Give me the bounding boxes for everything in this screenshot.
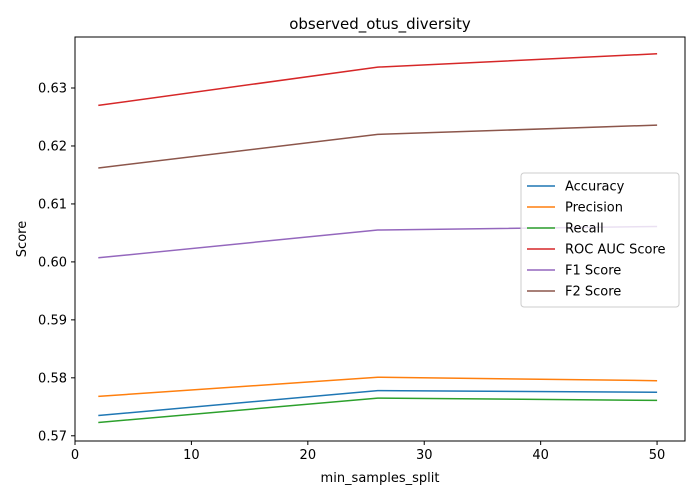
- y-tick-label: 0.58: [38, 371, 67, 386]
- legend-label: Precision: [565, 201, 623, 216]
- series-line-precision: [98, 376, 658, 398]
- legend-box: [520, 172, 680, 308]
- series-line-roc-auc-score: [98, 53, 658, 107]
- y-tick-label: 0.63: [38, 82, 67, 97]
- chart-title: observed_otus_diversity: [289, 15, 471, 34]
- plot-area-frame: [74, 36, 686, 442]
- series-line-recall: [98, 397, 658, 424]
- y-axis-ticks: 0.57 0.58 0.59 0.60 0.61 0.62 0.63: [38, 82, 75, 444]
- series-line-f2-score: [98, 124, 658, 169]
- x-axis-ticks: 0 10 20 30 40 50: [71, 441, 665, 463]
- x-tick-label: 0: [71, 448, 79, 463]
- legend-label: ROC AUC Score: [565, 243, 666, 258]
- x-tick-label: 40: [532, 448, 549, 463]
- y-tick-label: 0.57: [38, 429, 67, 444]
- series-layer: [98, 53, 658, 424]
- series-line-accuracy: [98, 389, 658, 417]
- y-axis-label: Score: [15, 221, 30, 257]
- x-tick-label: 30: [416, 448, 433, 463]
- legend-label: F1 Score: [565, 264, 621, 279]
- y-tick-label: 0.59: [38, 313, 67, 328]
- x-tick-label: 50: [649, 448, 666, 463]
- x-tick-label: 10: [183, 448, 200, 463]
- x-tick-label: 20: [300, 448, 317, 463]
- y-tick-label: 0.60: [38, 255, 67, 270]
- y-tick-label: 0.61: [38, 197, 67, 212]
- x-axis-label: min_samples_split: [321, 471, 440, 486]
- legend: Accuracy Precision Recall ROC AUC Score F1 S…: [520, 172, 680, 308]
- legend-label: F2 Score: [565, 285, 621, 300]
- legend-label: Recall: [565, 222, 604, 237]
- legend-label: Accuracy: [565, 180, 625, 195]
- y-tick-label: 0.62: [38, 139, 67, 154]
